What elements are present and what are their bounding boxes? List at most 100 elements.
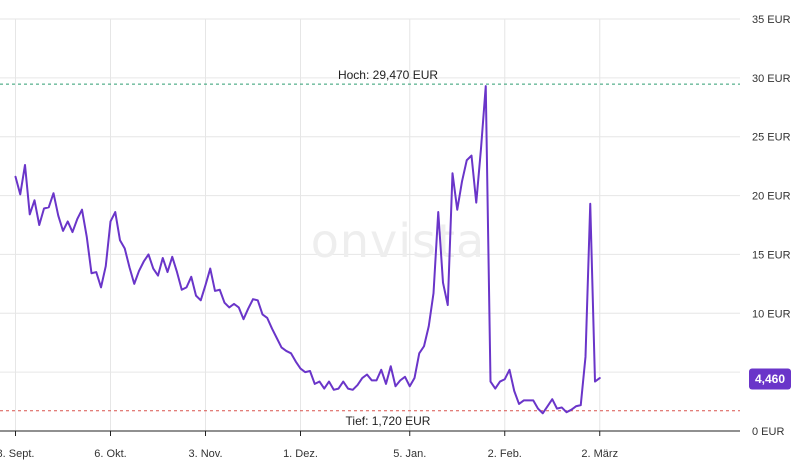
- data-point: [423, 345, 425, 347]
- data-point: [556, 408, 558, 410]
- last-price-label: 4,460: [755, 372, 785, 386]
- data-point: [57, 215, 59, 217]
- data-point: [238, 307, 240, 309]
- data-point: [371, 380, 373, 382]
- data-point: [38, 224, 40, 226]
- data-point: [352, 389, 354, 391]
- data-point: [181, 289, 183, 291]
- data-point: [15, 176, 17, 178]
- x-axis: 8. Sept. 6. Okt. 3. Nov. 1. Dez. 5. Jan. 2. F…: [0, 430, 740, 460]
- data-point: [243, 318, 245, 320]
- y-tick-label: 30 EUR: [752, 73, 791, 85]
- last-price-badge: [749, 368, 791, 390]
- data-point: [366, 374, 368, 376]
- data-point: [219, 289, 221, 291]
- data-point: [599, 377, 601, 379]
- data-point: [114, 211, 116, 213]
- data-point: [224, 302, 226, 304]
- data-point: [276, 337, 278, 339]
- data-point: [304, 371, 306, 373]
- data-point: [466, 159, 468, 161]
- data-point: [43, 208, 45, 210]
- data-point: [81, 209, 83, 211]
- data-point: [328, 381, 330, 383]
- data-point: [247, 308, 249, 310]
- data-point: [357, 384, 359, 386]
- data-point: [252, 298, 254, 300]
- data-point: [129, 267, 131, 269]
- x-tick-label: 6. Okt.: [94, 448, 126, 460]
- data-point: [471, 155, 473, 157]
- reference-lines: Hoch: 29,470 EUR Tief: 1,720 EUR: [0, 68, 740, 428]
- y-tick-label: 20 EUR: [752, 191, 791, 203]
- data-point: [309, 370, 311, 372]
- data-point: [319, 381, 321, 383]
- data-point: [504, 378, 506, 380]
- data-point: [295, 361, 297, 363]
- data-point: [528, 400, 530, 402]
- data-point: [209, 268, 211, 270]
- data-point: [29, 214, 31, 216]
- data-point: [48, 207, 50, 209]
- data-point: [67, 221, 69, 223]
- data-point: [228, 307, 230, 309]
- last-price-marker: 4,460: [749, 368, 791, 390]
- high-label: Hoch: 29,470 EUR: [338, 68, 438, 82]
- data-point: [580, 404, 582, 406]
- data-point: [205, 284, 207, 286]
- y-tick-label: 15 EUR: [752, 249, 791, 261]
- y-tick-label: 0 EUR: [752, 426, 784, 438]
- data-point: [124, 248, 126, 250]
- data-point: [110, 221, 112, 223]
- price-series: [14, 85, 601, 415]
- data-point: [532, 400, 534, 402]
- data-point: [380, 369, 382, 371]
- data-point: [566, 411, 568, 413]
- data-point: [19, 194, 21, 196]
- data-point: [314, 383, 316, 385]
- watermark-logo: onvista: [311, 214, 486, 268]
- data-point: [518, 403, 520, 405]
- price-line: [14, 85, 601, 415]
- data-point: [95, 271, 97, 273]
- data-point: [585, 356, 587, 358]
- data-point: [195, 295, 197, 297]
- data-point: [433, 292, 435, 294]
- data-point: [589, 203, 591, 205]
- data-point: [338, 388, 340, 390]
- data-point: [285, 350, 287, 352]
- data-point: [452, 172, 454, 174]
- data-point: [376, 380, 378, 382]
- x-tick-label: 1. Dez.: [283, 448, 318, 460]
- data-point: [62, 230, 64, 232]
- data-point: [143, 261, 145, 263]
- low-label: Tief: 1,720 EUR: [346, 414, 431, 428]
- data-point: [271, 328, 273, 330]
- data-point: [442, 282, 444, 284]
- data-point: [551, 398, 553, 400]
- data-point: [561, 407, 563, 409]
- data-point: [395, 385, 397, 387]
- x-tick-label: 2. Feb.: [488, 448, 522, 460]
- data-point: [542, 413, 544, 415]
- data-point: [523, 400, 525, 402]
- data-point: [53, 192, 55, 194]
- data-point: [494, 388, 496, 390]
- data-point: [24, 164, 26, 166]
- data-point: [91, 272, 93, 274]
- y-tick-label: 35 EUR: [752, 14, 791, 26]
- data-point: [257, 300, 259, 302]
- data-point: [133, 283, 135, 285]
- data-point: [162, 257, 164, 259]
- data-point: [409, 385, 411, 387]
- data-point: [570, 409, 572, 411]
- data-point: [333, 389, 335, 391]
- grid-lines: [0, 18, 740, 431]
- data-point: [399, 380, 401, 382]
- data-point: [447, 304, 449, 306]
- data-point: [513, 390, 515, 392]
- data-point: [414, 377, 416, 379]
- data-point: [100, 287, 102, 289]
- data-point: [575, 405, 577, 407]
